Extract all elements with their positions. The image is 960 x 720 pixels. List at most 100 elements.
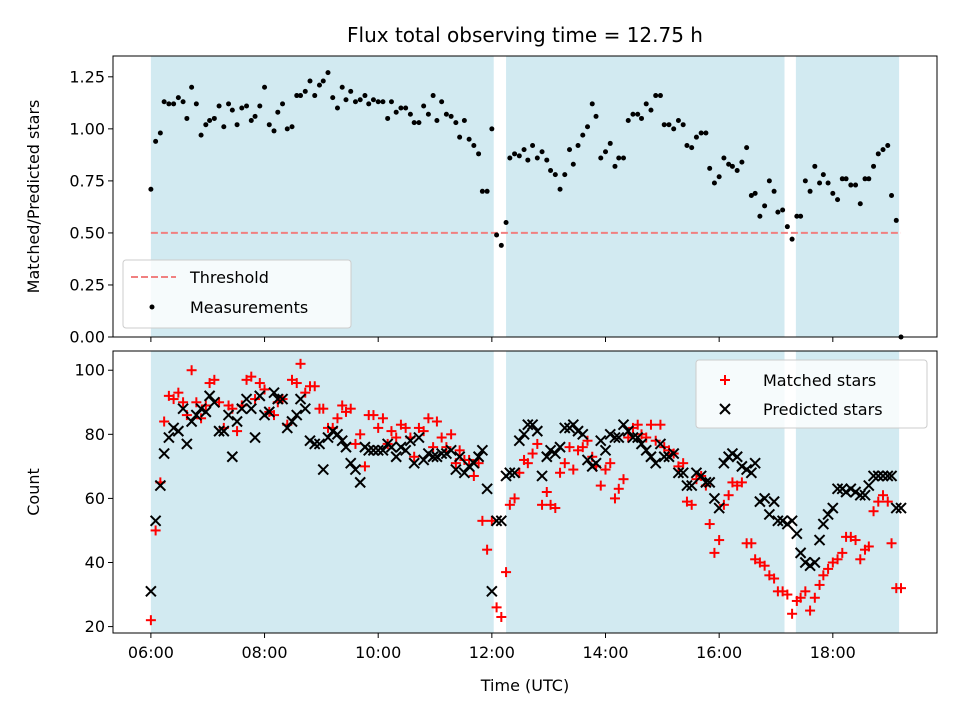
predicted-stars-point [632, 431, 644, 444]
matched-stars-point [418, 426, 429, 437]
measurement-point [562, 172, 568, 178]
measurement-point [348, 88, 354, 94]
measurement-point [757, 213, 763, 219]
predicted-stars-point [317, 463, 329, 476]
predicted-stars-point [882, 470, 894, 482]
measurement-point [302, 88, 308, 94]
predicted-stars-point [222, 409, 235, 421]
measurement-point [320, 78, 326, 84]
measurement-point [221, 124, 227, 130]
predicted-stars-legend-marker [719, 403, 731, 415]
top-y-axis-label: Matched/Predicted stars [24, 100, 43, 294]
measurements-legend-label: Measurements [190, 298, 308, 317]
predicted-stars-point [627, 431, 639, 444]
matched-stars-point [605, 458, 616, 469]
matched-stars-point [191, 397, 202, 408]
matched-stars-point [522, 458, 533, 469]
predicted-stars-point [817, 518, 830, 530]
measurement-point [184, 115, 190, 121]
measurement-point [416, 120, 422, 126]
measurement-point [580, 132, 586, 138]
predicted-stars-point [354, 476, 366, 489]
measurement-point [494, 232, 500, 238]
measurement-point [434, 118, 440, 124]
matched-stars-point [878, 490, 889, 501]
predicted-stars-point [294, 393, 307, 405]
measurement-point [812, 163, 818, 169]
measurement-point [570, 161, 576, 167]
measurement-point [339, 84, 345, 90]
predicted-stars-point [731, 451, 743, 463]
predicted-stars-point [685, 479, 698, 492]
predicted-stars-point [445, 444, 457, 457]
measurement-point [516, 153, 522, 159]
measurement-point [239, 105, 245, 111]
matched-stars-point [145, 615, 156, 626]
matched-stars-point [377, 413, 388, 424]
matched-stars-point [882, 496, 893, 507]
measurement-point [207, 118, 213, 124]
predicted-stars-point [200, 406, 212, 418]
measurement-point [775, 209, 781, 215]
predicted-stars-point [276, 393, 289, 405]
predicted-stars-point [281, 422, 293, 434]
matched-stars-point [609, 493, 620, 504]
matched-stars-point [723, 490, 734, 501]
predicted-stars-point [654, 438, 667, 450]
predicted-stars-point [640, 444, 652, 457]
measurement-point [180, 99, 186, 105]
predicted-stars-point [331, 428, 344, 441]
measurement-point [680, 122, 686, 128]
top-observing-window-3 [795, 56, 900, 337]
measurement-point [161, 99, 167, 105]
measurement-point [453, 120, 459, 126]
matched-stars-point [650, 435, 661, 446]
matched-stars-point [391, 432, 402, 443]
matched-stars-point [769, 573, 780, 584]
measurement-point [616, 155, 622, 161]
matched-stars-point [350, 438, 361, 449]
matched-stars-point [645, 419, 656, 430]
matched-stars-point [477, 515, 488, 526]
matched-stars-point [173, 387, 184, 398]
top-y-tick-label: 1.00 [69, 119, 105, 138]
matched-stars-point [409, 451, 420, 462]
predicted-stars-point [345, 457, 357, 469]
predicted-stars-point [522, 418, 534, 431]
measurement-point [544, 157, 550, 163]
top-legend: Threshold Measurements [122, 259, 352, 329]
predicted-stars-point [649, 457, 662, 469]
matched-stars-point [178, 397, 189, 408]
matched-stars-point [850, 535, 861, 546]
predicted-stars-point [822, 508, 834, 521]
matched-stars-point [332, 413, 343, 424]
matched-stars-point [527, 448, 538, 459]
matched-stars-point [896, 583, 907, 594]
predicted-stars-point [859, 489, 871, 501]
predicted-stars-point [367, 444, 380, 457]
matched-stars-point [559, 458, 570, 469]
measurement-point [585, 124, 591, 130]
top-y-tick-label: 0.00 [69, 328, 105, 347]
measurement-point [862, 176, 868, 182]
predicted-stars-point [249, 431, 261, 444]
matched-stars-point [564, 442, 575, 453]
predicted-stars-point [385, 441, 398, 453]
measurement-point [638, 115, 644, 121]
top-panel: 0.00 0.25 0.50 0.75 1.00 1.25 Flux total obse… [24, 23, 938, 347]
predicted-stars-point [272, 393, 284, 405]
matched-stars-point [368, 410, 379, 421]
measurement-point [716, 174, 722, 180]
measurement-point [248, 118, 254, 124]
predicted-stars-point [476, 444, 489, 457]
matched-stars-point [269, 410, 280, 421]
measurement-point [393, 109, 399, 115]
matched-stars-point [746, 538, 757, 549]
predicted-stars-point [286, 415, 298, 428]
matched-stars-point [309, 381, 320, 392]
matched-stars-point [259, 384, 270, 395]
predicted-stars-point [236, 402, 248, 415]
measurement-point [548, 167, 554, 173]
measurement-point [476, 151, 482, 157]
measurement-point [252, 113, 258, 119]
